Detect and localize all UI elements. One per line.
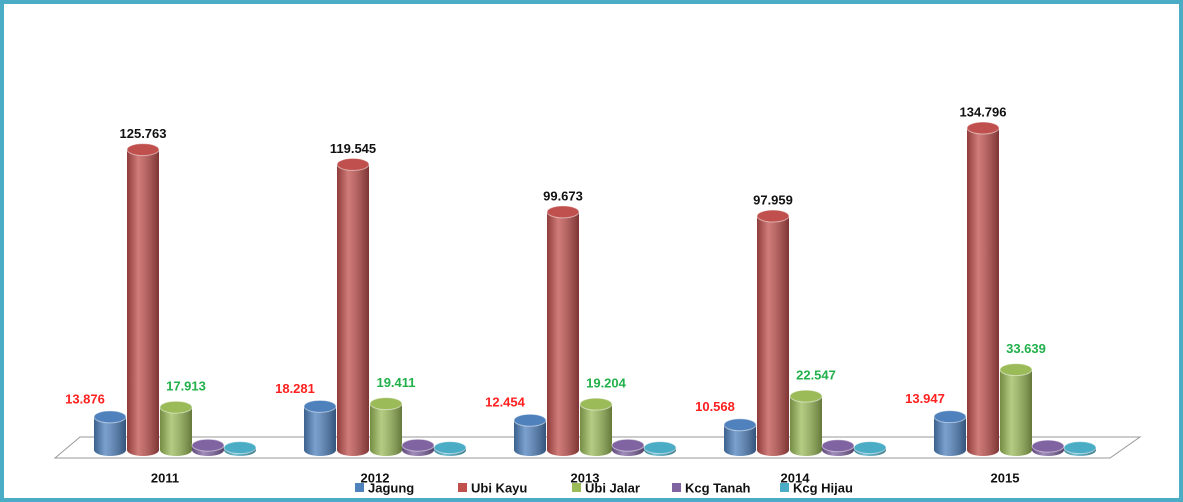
bar-shade: [580, 404, 612, 456]
data-label: 12.454: [485, 395, 526, 410]
bar-top: [999, 363, 1033, 377]
bar-top: [513, 413, 547, 427]
bar-shade: [547, 211, 579, 456]
data-label: 33.639: [1006, 341, 1046, 356]
bar-shade: [724, 424, 756, 456]
x-tick-label: 2014: [781, 470, 811, 485]
bar-top: [756, 209, 790, 223]
bar-top: [433, 441, 467, 455]
bar-top: [1031, 439, 1065, 453]
bar-top: [579, 397, 613, 411]
data-label: 13.876: [65, 391, 105, 406]
legend-label: Ubi Kayu: [471, 480, 527, 495]
x-tick-label: 2011: [151, 470, 179, 485]
bar-top: [93, 410, 127, 424]
bar-top: [303, 399, 337, 413]
data-label: 19.204: [586, 376, 627, 391]
bar-top: [723, 418, 757, 432]
legend-label: Ubi Jalar: [585, 480, 640, 495]
legend-label: Kcg Hijau: [793, 480, 853, 495]
bar-shade: [127, 149, 159, 456]
legend-swatch: [572, 483, 581, 492]
data-label: 125.763: [120, 126, 167, 141]
data-label: 134.796: [960, 104, 1007, 119]
data-label: 97.959: [753, 192, 793, 207]
bar-shade: [790, 396, 822, 456]
legend-swatch: [458, 483, 467, 492]
bar-shade: [757, 215, 789, 456]
data-label: 99.673: [543, 188, 583, 203]
bar-top: [1063, 441, 1097, 455]
bar-top: [853, 441, 887, 455]
bar-shade: [337, 164, 369, 456]
legend-label: Jagung: [368, 480, 414, 495]
bar-top: [159, 400, 193, 414]
data-label: 17.913: [166, 379, 206, 394]
data-label: 10.568: [695, 399, 735, 414]
bar-shade: [1000, 369, 1032, 456]
x-tick-label: 2013: [571, 470, 600, 485]
data-label: 13.947: [905, 391, 945, 406]
bar-top: [821, 439, 855, 453]
data-label: 119.545: [330, 141, 376, 156]
data-label: 18.281: [275, 381, 315, 396]
bar-shade: [514, 420, 546, 456]
bar-top: [191, 438, 225, 452]
bar-shade: [160, 407, 192, 456]
bar-top: [401, 438, 435, 452]
legend-label: Kcg Tanah: [685, 480, 751, 495]
x-tick-label: 2015: [991, 470, 1020, 485]
bar-top: [643, 441, 677, 455]
bar-shade: [934, 416, 966, 456]
bar-top: [126, 143, 160, 157]
bar-top: [223, 441, 257, 455]
bar-shade: [304, 406, 336, 456]
bar-top: [546, 205, 580, 219]
bar-shade: [967, 128, 999, 456]
legend-swatch: [780, 483, 789, 492]
bar-top: [789, 389, 823, 403]
bar-top: [336, 157, 370, 171]
bar-shade: [94, 416, 126, 456]
legend-swatch: [355, 483, 364, 492]
data-label: 22.547: [796, 368, 836, 383]
bar-shade: [370, 403, 402, 456]
x-tick-label: 2012: [361, 470, 390, 485]
bar-top: [611, 438, 645, 452]
bar-top: [933, 410, 967, 424]
data-label: 19.411: [376, 375, 415, 390]
legend-swatch: [672, 483, 681, 492]
bar-top: [369, 397, 403, 411]
bar-top: [966, 121, 1000, 135]
